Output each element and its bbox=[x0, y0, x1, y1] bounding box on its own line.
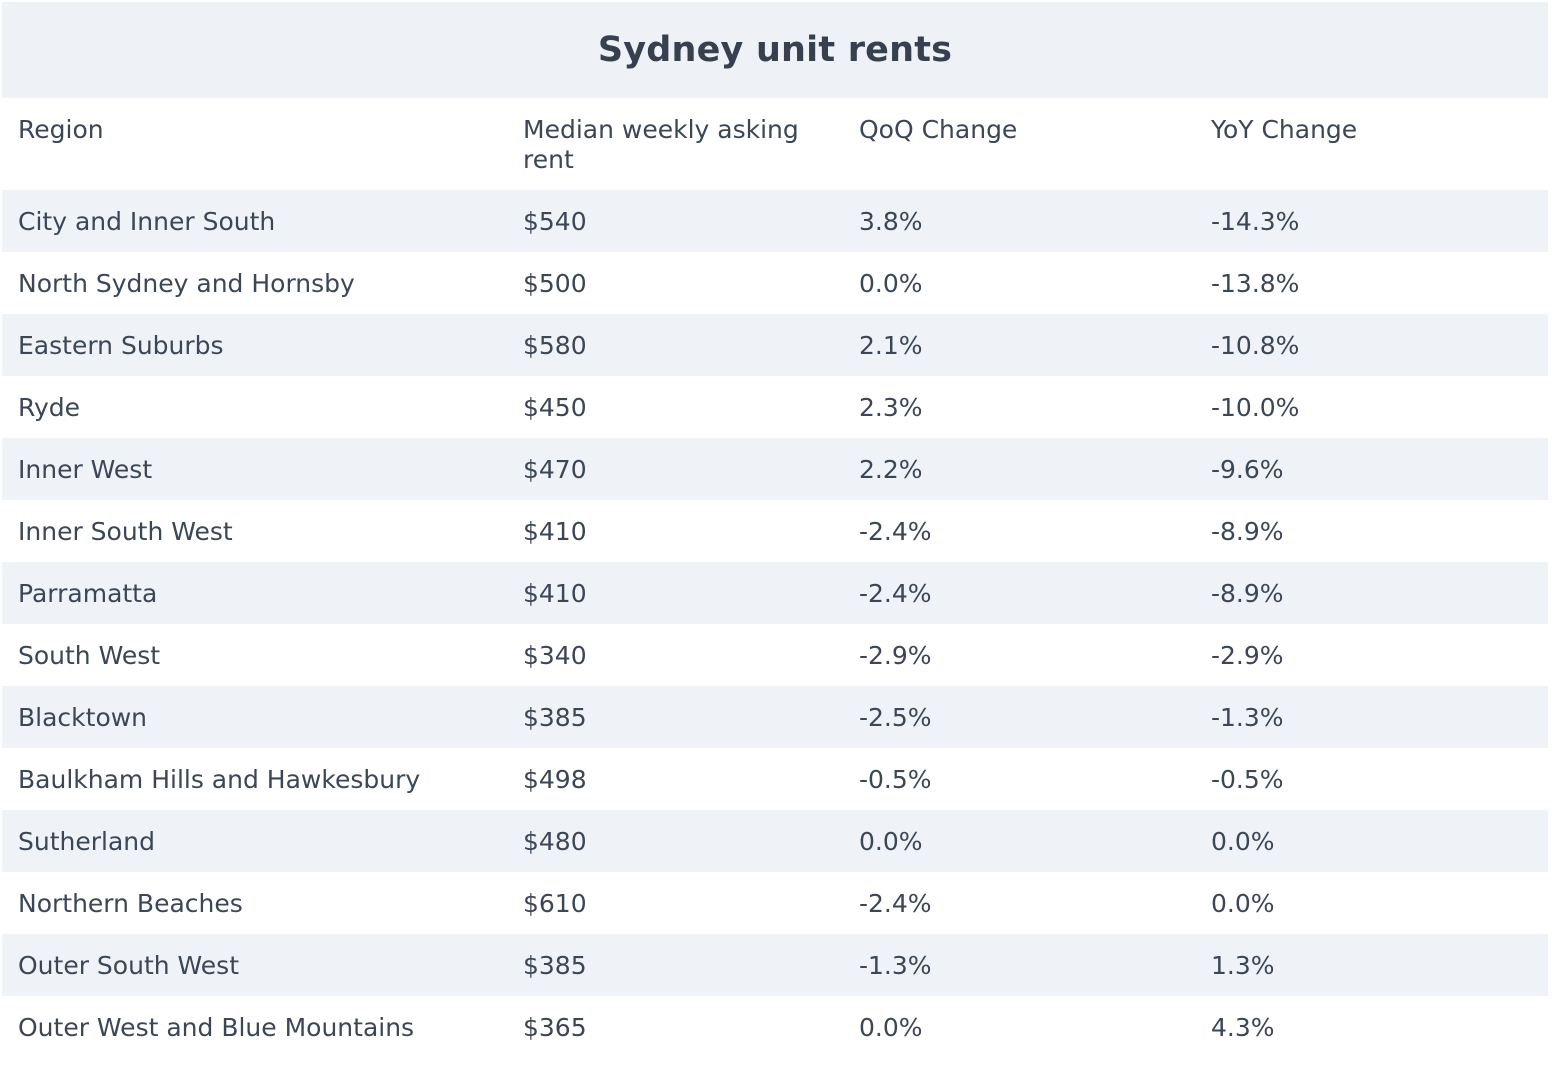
table-row: Northern Beaches $610 -2.4% 0.0% bbox=[2, 872, 1548, 934]
cell-qoq-change: -1.3% bbox=[843, 934, 1195, 996]
table-row: North Sydney and Hornsby $500 0.0% -13.8% bbox=[2, 252, 1548, 314]
table-row: Blacktown $385 -2.5% -1.3% bbox=[2, 686, 1548, 748]
cell-qoq-change: -2.4% bbox=[843, 500, 1195, 562]
cell-yoy-change: -9.6% bbox=[1195, 438, 1548, 500]
cell-yoy-change: 4.3% bbox=[1195, 996, 1548, 1058]
cell-region: Ryde bbox=[2, 376, 507, 438]
cell-yoy-change: -10.0% bbox=[1195, 376, 1548, 438]
cell-region: Outer South West bbox=[2, 934, 507, 996]
table-row: City and Inner South $540 3.8% -14.3% bbox=[2, 190, 1548, 252]
cell-yoy-change: -0.5% bbox=[1195, 748, 1548, 810]
table-row: South West $340 -2.9% -2.9% bbox=[2, 624, 1548, 686]
title-bar: Sydney unit rents bbox=[2, 2, 1548, 98]
cell-qoq-change: 2.2% bbox=[843, 438, 1195, 500]
cell-median-rent: $385 bbox=[507, 934, 843, 996]
cell-yoy-change: 1.3% bbox=[1195, 934, 1548, 996]
cell-median-rent: $450 bbox=[507, 376, 843, 438]
cell-region: City and Inner South bbox=[2, 190, 507, 252]
cell-qoq-change: -0.5% bbox=[843, 748, 1195, 810]
cell-median-rent: $385 bbox=[507, 686, 843, 748]
table-row: Inner South West $410 -2.4% -8.9% bbox=[2, 500, 1548, 562]
cell-region: Inner South West bbox=[2, 500, 507, 562]
table-title: Sydney unit rents bbox=[597, 30, 953, 70]
cell-median-rent: $365 bbox=[507, 996, 843, 1058]
table-row: Sutherland $480 0.0% 0.0% bbox=[2, 810, 1548, 872]
cell-region: Outer West and Blue Mountains bbox=[2, 996, 507, 1058]
table-row: Outer South West $385 -1.3% 1.3% bbox=[2, 934, 1548, 996]
cell-yoy-change: 0.0% bbox=[1195, 872, 1548, 934]
table-row: Parramatta $410 -2.4% -8.9% bbox=[2, 562, 1548, 624]
cell-region: Inner West bbox=[2, 438, 507, 500]
cell-yoy-change: 0.0% bbox=[1195, 810, 1548, 872]
header-qoq-change: QoQ Change bbox=[843, 98, 1195, 190]
table-row: Eastern Suburbs $580 2.1% -10.8% bbox=[2, 314, 1548, 376]
table-row: Inner West $470 2.2% -9.6% bbox=[2, 438, 1548, 500]
header-yoy-change: YoY Change bbox=[1195, 98, 1548, 190]
cell-median-rent: $498 bbox=[507, 748, 843, 810]
cell-region: Blacktown bbox=[2, 686, 507, 748]
cell-median-rent: $610 bbox=[507, 872, 843, 934]
cell-qoq-change: -2.9% bbox=[843, 624, 1195, 686]
cell-qoq-change: 0.0% bbox=[843, 996, 1195, 1058]
header-region: Region bbox=[2, 98, 507, 190]
cell-median-rent: $410 bbox=[507, 562, 843, 624]
cell-median-rent: $580 bbox=[507, 314, 843, 376]
cell-median-rent: $410 bbox=[507, 500, 843, 562]
table-row: Ryde $450 2.3% -10.0% bbox=[2, 376, 1548, 438]
cell-median-rent: $480 bbox=[507, 810, 843, 872]
cell-median-rent: $500 bbox=[507, 252, 843, 314]
header-median-rent: Median weekly asking rent bbox=[507, 98, 843, 190]
table-row: Outer West and Blue Mountains $365 0.0% 4.3… bbox=[2, 996, 1548, 1058]
cell-yoy-change: -2.9% bbox=[1195, 624, 1548, 686]
cell-region: Eastern Suburbs bbox=[2, 314, 507, 376]
cell-yoy-change: -14.3% bbox=[1195, 190, 1548, 252]
cell-qoq-change: 2.1% bbox=[843, 314, 1195, 376]
rent-table: Region Median weekly asking rent QoQ Cha… bbox=[2, 98, 1548, 1058]
cell-median-rent: $340 bbox=[507, 624, 843, 686]
header-row: Region Median weekly asking rent QoQ Cha… bbox=[2, 98, 1548, 190]
cell-median-rent: $540 bbox=[507, 190, 843, 252]
cell-qoq-change: -2.5% bbox=[843, 686, 1195, 748]
cell-yoy-change: -13.8% bbox=[1195, 252, 1548, 314]
cell-yoy-change: -8.9% bbox=[1195, 500, 1548, 562]
cell-yoy-change: -10.8% bbox=[1195, 314, 1548, 376]
cell-region: Parramatta bbox=[2, 562, 507, 624]
cell-qoq-change: -2.4% bbox=[843, 872, 1195, 934]
cell-region: North Sydney and Hornsby bbox=[2, 252, 507, 314]
cell-yoy-change: -8.9% bbox=[1195, 562, 1548, 624]
cell-region: Baulkham Hills and Hawkesbury bbox=[2, 748, 507, 810]
cell-qoq-change: 0.0% bbox=[843, 252, 1195, 314]
cell-region: South West bbox=[2, 624, 507, 686]
cell-qoq-change: 2.3% bbox=[843, 376, 1195, 438]
cell-qoq-change: 3.8% bbox=[843, 190, 1195, 252]
cell-yoy-change: -1.3% bbox=[1195, 686, 1548, 748]
cell-qoq-change: -2.4% bbox=[843, 562, 1195, 624]
table-row: Baulkham Hills and Hawkesbury $498 -0.5% -0… bbox=[2, 748, 1548, 810]
cell-qoq-change: 0.0% bbox=[843, 810, 1195, 872]
cell-median-rent: $470 bbox=[507, 438, 843, 500]
cell-region: Sutherland bbox=[2, 810, 507, 872]
cell-region: Northern Beaches bbox=[2, 872, 507, 934]
table-body: City and Inner South $540 3.8% -14.3% North … bbox=[2, 190, 1548, 1058]
